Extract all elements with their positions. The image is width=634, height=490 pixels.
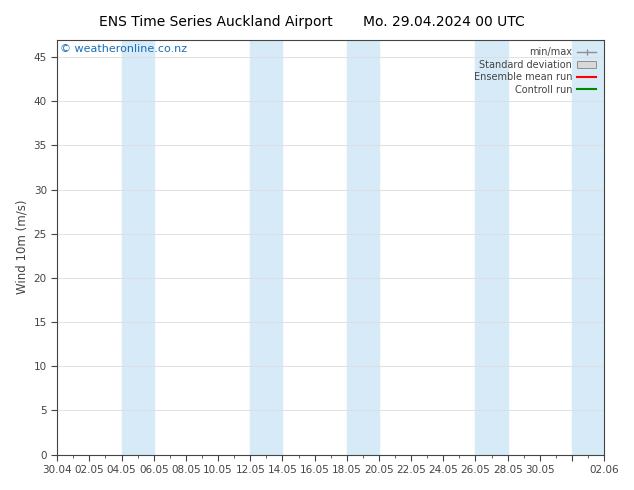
Text: ENS Time Series Auckland Airport: ENS Time Series Auckland Airport	[99, 15, 332, 29]
Y-axis label: Wind 10m (m/s): Wind 10m (m/s)	[15, 200, 28, 294]
Text: Mo. 29.04.2024 00 UTC: Mo. 29.04.2024 00 UTC	[363, 15, 525, 29]
Bar	[122, 40, 154, 455]
Bar	[476, 40, 508, 455]
Bar	[347, 40, 379, 455]
Text: © weatheronline.co.nz: © weatheronline.co.nz	[60, 44, 187, 53]
Bar	[572, 40, 604, 455]
Legend: min/max, Standard deviation, Ensemble mean run, Controll run: min/max, Standard deviation, Ensemble me…	[470, 45, 599, 98]
Bar	[250, 40, 282, 455]
